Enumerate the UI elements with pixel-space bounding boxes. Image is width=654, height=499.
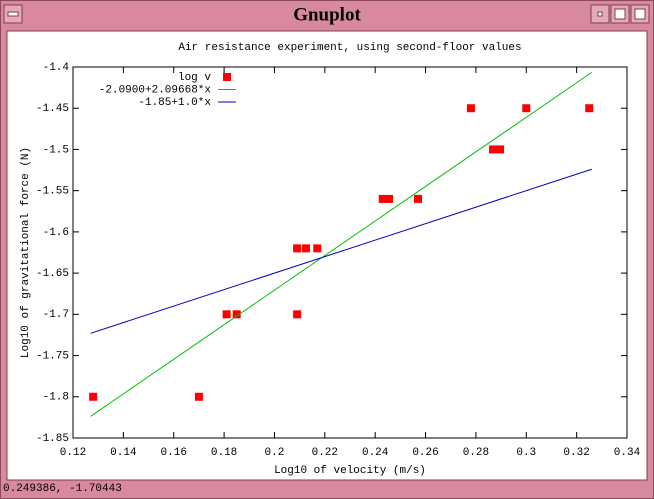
x-tick-label: 0.18 [211, 447, 237, 459]
x-tick-label: 0.2 [265, 447, 285, 459]
x-tick-label: 0.28 [463, 447, 489, 459]
fit-line [90, 71, 593, 417]
x-tick-label: 0.24 [362, 447, 389, 459]
data-point [222, 310, 231, 319]
x-tick-label: 0.32 [563, 447, 589, 459]
legend-label: -2.0900+2.09668*x [99, 84, 212, 96]
y-axis-label: Log10 of gravitational force (N) [20, 147, 32, 358]
data-point [293, 244, 302, 253]
y-tick-label: -1.55 [36, 186, 69, 198]
data-point [378, 194, 387, 203]
y-tick-label: -1.65 [36, 268, 69, 280]
y-tick-label: -1.7 [43, 309, 69, 321]
y-tick-label: -1.6 [43, 227, 69, 239]
data-point [489, 145, 498, 154]
menu-icon [7, 11, 19, 17]
data-point [413, 194, 422, 203]
y-tick-label: -1.85 [36, 433, 69, 445]
close-icon [634, 8, 646, 20]
data-point [232, 310, 241, 319]
status-text: 0.249386, -1.70443 [3, 483, 122, 495]
x-axis-label: Log10 of velocity (m/s) [274, 465, 426, 477]
fit-line [90, 168, 592, 334]
data-point [585, 104, 594, 113]
data-point [313, 244, 322, 253]
x-tick-label: 0.26 [412, 447, 438, 459]
maximize-icon [614, 8, 626, 20]
data-point [496, 145, 505, 154]
x-tick-label: 0.34 [614, 447, 641, 459]
y-tick-label: -1.4 [43, 62, 70, 74]
legend-label: log v [178, 72, 211, 84]
y-tick-label: -1.75 [36, 350, 69, 362]
data-point [522, 104, 531, 113]
y-tick-label: -1.45 [36, 103, 69, 115]
minimize-icon [597, 11, 603, 17]
data-point [194, 392, 203, 401]
legend-label: -1.85+1.0*x [138, 97, 211, 109]
x-tick-label: 0.14 [110, 447, 137, 459]
x-tick-label: 0.16 [161, 447, 187, 459]
x-tick-label: 0.12 [60, 447, 86, 459]
data-point [293, 310, 302, 319]
data-point [301, 244, 310, 253]
plot: Air resistance experiment, using second-… [20, 42, 641, 477]
y-tick-label: -1.8 [43, 392, 69, 404]
y-tick-label: -1.5 [43, 144, 69, 156]
x-tick-label: 0.3 [516, 447, 536, 459]
plot-frame [72, 66, 628, 439]
data-point [385, 194, 394, 203]
chart-title: Air resistance experiment, using second-… [178, 42, 521, 54]
data-point [466, 104, 475, 113]
x-tick-label: 0.22 [312, 447, 338, 459]
window-title: Gnuplot [293, 4, 361, 25]
data-point [89, 392, 98, 401]
legend-swatch [223, 73, 231, 81]
